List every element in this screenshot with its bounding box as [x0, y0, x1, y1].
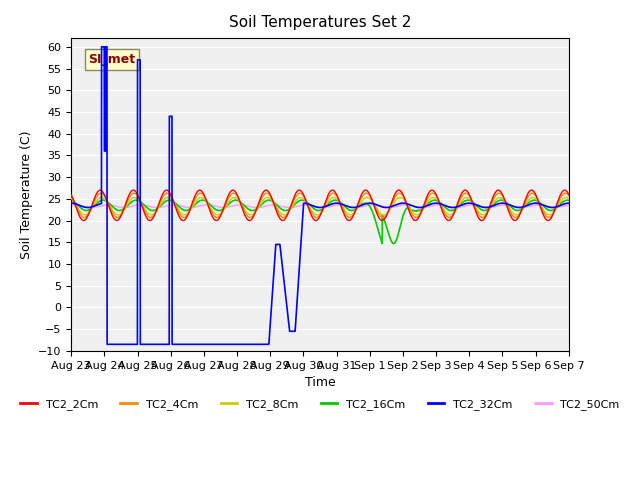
Y-axis label: Soil Temperature (C): Soil Temperature (C) [19, 130, 33, 259]
Legend: TC2_2Cm, TC2_4Cm, TC2_8Cm, TC2_16Cm, TC2_32Cm, TC2_50Cm: TC2_2Cm, TC2_4Cm, TC2_8Cm, TC2_16Cm, TC2… [16, 394, 624, 414]
X-axis label: Time: Time [305, 376, 335, 389]
Text: SI_met: SI_met [88, 53, 136, 66]
Title: Soil Temperatures Set 2: Soil Temperatures Set 2 [229, 15, 411, 30]
